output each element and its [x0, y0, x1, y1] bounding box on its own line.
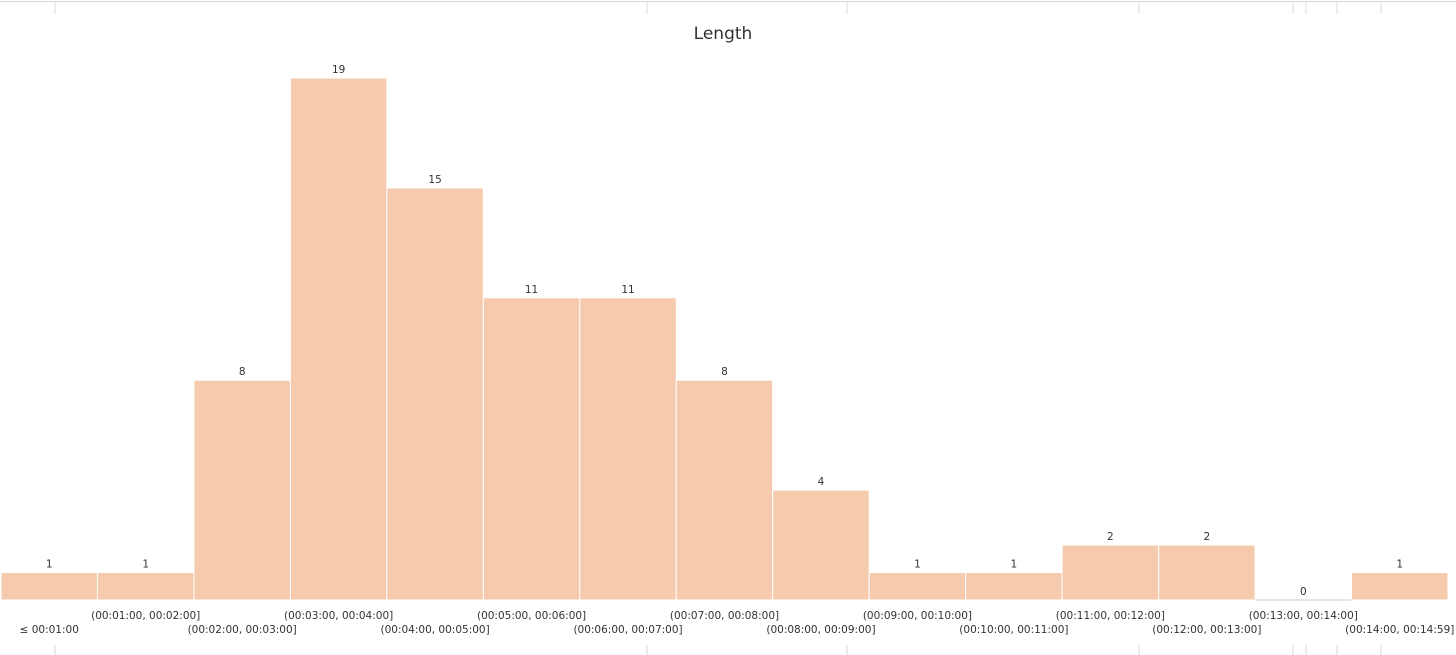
data-label: 15 — [428, 174, 441, 186]
data-label: 8 — [239, 366, 246, 378]
bar — [579, 297, 677, 601]
x-tick-label: (00:02:00, 00:03:00] — [188, 624, 297, 636]
x-tick-label: (00:11:00, 00:12:00] — [1056, 610, 1165, 622]
x-tick-label: (00:08:00, 00:09:00] — [766, 624, 875, 636]
bar — [965, 572, 1063, 601]
data-label: 1 — [142, 559, 149, 571]
data-label: 1 — [914, 559, 921, 571]
data-label: 2 — [1203, 531, 1210, 543]
x-tick-label: (00:12:00, 00:13:00] — [1152, 624, 1261, 636]
bar — [386, 187, 484, 601]
x-tick-label: (00:09:00, 00:10:00] — [863, 610, 972, 622]
data-label: 2 — [1107, 531, 1114, 543]
data-label: 8 — [721, 366, 728, 378]
bar — [1061, 544, 1160, 601]
x-tick-label: (00:07:00, 00:08:00] — [670, 610, 779, 622]
x-tick-label: (00:10:00, 00:11:00] — [959, 624, 1068, 636]
bar — [1351, 572, 1449, 601]
data-label: 4 — [818, 476, 825, 488]
bar — [1158, 544, 1256, 601]
chart-title: Length — [694, 24, 753, 44]
x-tick-label: (00:13:00, 00:14:00] — [1249, 610, 1358, 622]
x-tick-label: (00:05:00, 00:06:00] — [477, 610, 586, 622]
data-label: 1 — [46, 559, 53, 571]
bar — [482, 297, 581, 601]
x-tick-label: (00:06:00, 00:07:00] — [573, 624, 682, 636]
bar — [868, 572, 967, 601]
bar — [96, 572, 195, 601]
bar — [193, 379, 291, 601]
x-tick-label: (00:01:00, 00:02:00] — [91, 610, 200, 622]
x-tick-label: ≤ 00:01:00 — [20, 624, 79, 636]
data-label: 0 — [1300, 586, 1307, 598]
data-label: 11 — [525, 284, 538, 296]
data-label: 1 — [1011, 559, 1018, 571]
bar — [772, 489, 870, 601]
data-label: 19 — [332, 64, 345, 76]
data-label: 11 — [621, 284, 634, 296]
data-label: 1 — [1396, 559, 1403, 571]
bar — [0, 572, 98, 601]
x-tick-label: (00:03:00, 00:04:00] — [284, 610, 393, 622]
bar — [289, 77, 388, 601]
x-tick-label: (00:14:00, 00:14:59] — [1345, 624, 1454, 636]
x-tick-label: (00:04:00, 00:05:00] — [381, 624, 490, 636]
bar — [675, 379, 774, 601]
